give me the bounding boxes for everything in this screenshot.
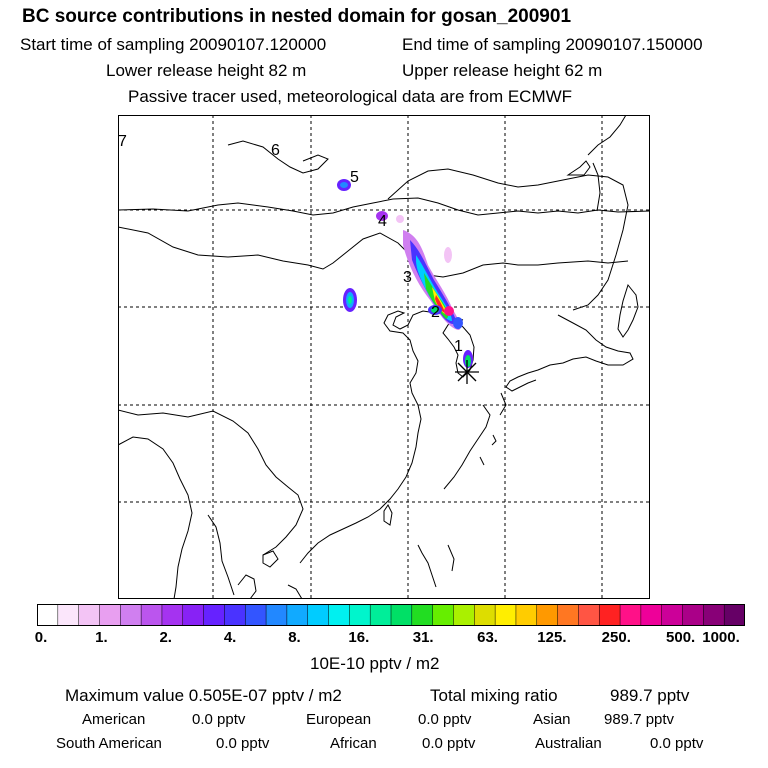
colorbar-cell <box>265 604 288 626</box>
region-name-asian: Asian <box>533 711 571 728</box>
colorbar-tick-label: 250. <box>601 629 631 646</box>
colorbar-cell <box>286 604 309 626</box>
colorbar-cell <box>432 604 455 626</box>
colorbar-cell <box>203 604 226 626</box>
region-value-australian: 0.0 pptv <box>650 735 704 752</box>
colorbar-cell <box>140 604 163 626</box>
concentration-plume <box>337 179 473 368</box>
colorbar-cell <box>161 604 184 626</box>
total-mixing-label: Total mixing ratio <box>430 686 558 705</box>
max-value-text: Maximum value 0.505E-07 pptv / m2 <box>65 686 342 705</box>
region-value-european: 0.0 pptv <box>418 711 472 728</box>
colorbar-tick-label: 500. <box>666 629 696 646</box>
label-5: 5 <box>350 169 359 186</box>
colorbar-tick-label: 31. <box>412 629 434 646</box>
colorbar-cell <box>390 604 413 626</box>
colorbar-cell <box>536 604 559 626</box>
label-4: 4 <box>378 213 387 230</box>
colorbar-units: 10E-10 pptv / m2 <box>310 654 440 673</box>
trajectory-labels: 7 6 5 4 3 2 1 <box>118 133 463 355</box>
colorbar-cell <box>474 604 496 626</box>
colorbar-cell <box>598 604 621 626</box>
colorbar-cell <box>349 604 372 626</box>
end-time-text: End time of sampling 20090107.150000 <box>402 35 703 54</box>
region-name-south-american: South American <box>56 735 162 752</box>
label-7: 7 <box>118 133 127 150</box>
colorbar-cell <box>557 604 580 626</box>
colorbar-cell <box>619 604 642 626</box>
start-time-text: Start time of sampling 20090107.120000 <box>20 35 327 54</box>
map-panel: 7 6 5 4 3 2 1 <box>118 115 650 599</box>
colorbar-cell <box>369 604 392 626</box>
colorbar-cell <box>453 604 476 626</box>
grid-lines <box>118 115 650 599</box>
region-value-asian: 989.7 pptv <box>604 711 675 728</box>
colorbar-cell <box>182 604 205 626</box>
colorbar <box>37 604 745 626</box>
colorbar-cell <box>515 604 538 626</box>
colorbar-cell <box>37 604 59 626</box>
colorbar-cell <box>411 604 434 626</box>
label-1: 1 <box>454 338 463 355</box>
plot-title: BC source contributions in nested domain… <box>22 6 572 27</box>
colorbar-tick-label: 2. <box>159 629 172 646</box>
colorbar-tick-label: 16. <box>348 629 370 646</box>
colorbar-cell <box>494 604 517 626</box>
region-name-australian: Australian <box>535 735 602 752</box>
colorbar-cell <box>224 604 247 626</box>
region-value-south-american: 0.0 pptv <box>216 735 270 752</box>
colorbar-cell <box>307 604 330 626</box>
colorbar-cell <box>723 604 745 626</box>
colorbar-tick-label: 1000. <box>702 629 740 646</box>
colorbar-cell <box>661 604 684 626</box>
region-value-american: 0.0 pptv <box>192 711 246 728</box>
receptor-star <box>455 360 479 384</box>
colorbar-cell <box>244 604 267 626</box>
map-frame <box>118 115 650 599</box>
tracer-note-text: Passive tracer used, meteorological data… <box>128 87 573 106</box>
label-2: 2 <box>431 304 440 321</box>
colorbar-cell <box>120 604 142 626</box>
colorbar-cell <box>578 604 601 626</box>
colorbar-cell <box>99 604 122 626</box>
colorbar-tick-label: 1. <box>95 629 108 646</box>
region-value-african: 0.0 pptv <box>422 735 476 752</box>
colorbar-tick-label: 0. <box>34 629 48 646</box>
colorbar-cell <box>703 604 726 626</box>
label-6: 6 <box>271 142 280 159</box>
colorbar-cell <box>78 604 101 626</box>
region-name-european: European <box>306 711 372 728</box>
region-name-african: African <box>330 735 377 752</box>
region-name-american: American <box>82 711 146 728</box>
colorbar-tick-label: 8. <box>288 629 301 646</box>
colorbar-cell <box>328 604 351 626</box>
upper-height-text: Upper release height 62 m <box>402 61 603 80</box>
colorbar-tick-label: 125. <box>537 629 567 646</box>
map-background <box>118 115 650 599</box>
colorbar-cell <box>640 604 663 626</box>
colorbar-cell <box>57 604 80 626</box>
colorbar-cell <box>682 604 705 626</box>
coastlines-borders <box>118 115 650 599</box>
lower-height-text: Lower release height 82 m <box>106 61 307 80</box>
label-3: 3 <box>403 269 412 286</box>
colorbar-tick-label: 4. <box>223 629 237 646</box>
total-mixing-value: 989.7 pptv <box>610 686 690 705</box>
colorbar-tick-label: 63. <box>477 629 498 646</box>
